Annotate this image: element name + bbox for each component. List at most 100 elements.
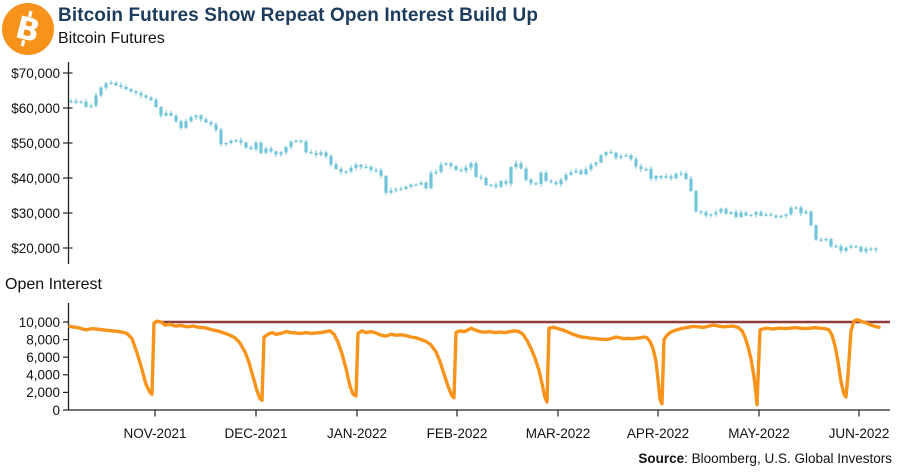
- candle-body: [139, 92, 143, 96]
- candle-body: [559, 179, 563, 185]
- candle-body: [194, 115, 198, 118]
- source-label: Source: [638, 451, 685, 466]
- candle-body: [204, 119, 208, 123]
- candle-body: [124, 87, 128, 90]
- open-interest-chart-title: Open Interest: [5, 276, 102, 293]
- axis-tick-label: $70,000: [11, 66, 60, 81]
- candle-body: [544, 172, 548, 181]
- candle-body: [799, 207, 803, 214]
- axis-tick-label: 0: [52, 403, 60, 418]
- candle-body: [264, 148, 268, 153]
- candle-body: [154, 99, 158, 107]
- candle-body: [174, 115, 178, 122]
- candle-body: [529, 179, 533, 184]
- candle-body: [239, 140, 243, 143]
- candle-body: [739, 212, 743, 217]
- axis-tick-label: NOV-2021: [123, 426, 186, 441]
- candle-body: [859, 246, 863, 252]
- source-attribution: Source: Bloomberg, U.S. Global Investors: [638, 451, 892, 466]
- candle-body: [169, 112, 173, 116]
- candle-body: [779, 215, 783, 218]
- candle-body: [639, 166, 643, 170]
- candle-body: [379, 170, 383, 176]
- candle-body: [354, 164, 358, 168]
- candle-body: [229, 140, 233, 143]
- axis-tick-label: FEB-2022: [427, 426, 488, 441]
- candle-body: [449, 163, 453, 167]
- candle-body: [269, 148, 273, 152]
- candle-body: [209, 122, 213, 125]
- candle-body: [724, 208, 728, 214]
- candle-body: [244, 142, 248, 148]
- candle-body: [389, 190, 393, 193]
- axis-tick-label: DEC-2021: [224, 426, 287, 441]
- axis-tick-label: 2,000: [26, 385, 60, 400]
- candle-body: [149, 97, 153, 100]
- open-interest-axes: 10,000 8,000 6,000 4,000 2,000 0: [19, 303, 890, 418]
- candle-body: [69, 101, 73, 103]
- candle-body: [609, 152, 613, 154]
- candle-body: [564, 174, 568, 180]
- month-axis: NOV-2021 DEC-2021 JAN-2022 FEB-2022 MAR-2022…: [123, 410, 889, 441]
- axis-tick-label: $50,000: [11, 136, 60, 151]
- candle-body: [364, 166, 368, 168]
- candle-body: [439, 164, 443, 173]
- candle-body: [804, 211, 808, 214]
- candle-body: [744, 212, 748, 216]
- candle-body: [599, 155, 603, 163]
- bitcoin-icon: B: [2, 3, 54, 55]
- candle-body: [649, 168, 653, 179]
- page-title: Bitcoin Futures Show Repeat Open Interes…: [58, 5, 539, 26]
- candle-body: [399, 188, 403, 191]
- candle-body: [679, 173, 683, 175]
- candle-body: [259, 142, 263, 153]
- candle-body: [494, 184, 498, 187]
- candle-body: [304, 141, 308, 153]
- candle-body: [854, 246, 858, 248]
- futures-y-axis: $70,000 $60,000 $50,000 $40,000 $30,000 $20,0…: [11, 62, 73, 264]
- candle-body: [784, 214, 788, 216]
- candle-body: [489, 184, 493, 186]
- candle-body: [869, 248, 873, 250]
- candle-body: [674, 173, 678, 179]
- axis-tick-label: $30,000: [11, 206, 60, 221]
- candle-body: [584, 169, 588, 175]
- candle-body: [179, 121, 183, 128]
- axis-tick-label: 4,000: [26, 368, 60, 383]
- candle-body: [524, 168, 528, 180]
- candle-body: [234, 140, 238, 142]
- candle-body: [644, 168, 648, 171]
- candle-body: [284, 146, 288, 153]
- candle-body: [299, 140, 303, 142]
- candle-body: [294, 140, 298, 142]
- candle-body: [549, 180, 553, 183]
- candle-body: [699, 211, 703, 213]
- candle-body: [359, 164, 363, 168]
- candle-body: [429, 173, 433, 189]
- axis-tick-label: JUN-2022: [829, 426, 890, 441]
- open-interest-line: [68, 318, 881, 407]
- candle-body: [414, 184, 418, 186]
- candle-body: [819, 239, 823, 241]
- candle-body: [444, 163, 448, 165]
- candle-body: [759, 212, 763, 216]
- candle-body: [434, 172, 438, 174]
- axis-tick-label: APR-2022: [627, 426, 689, 441]
- candle-body: [789, 207, 793, 215]
- candle-body: [504, 181, 508, 184]
- candle-body: [834, 246, 838, 248]
- candle-body: [769, 214, 773, 216]
- candle-body: [249, 147, 253, 150]
- axis-tick-label: $40,000: [11, 171, 60, 186]
- candle-body: [694, 190, 698, 212]
- candle-body: [534, 183, 538, 185]
- candle-body: [579, 170, 583, 175]
- candle-body: [164, 112, 168, 116]
- candle-body: [514, 163, 518, 168]
- candle-body: [479, 176, 483, 179]
- candle-body: [324, 152, 328, 157]
- axis-tick-label: JAN-2022: [327, 426, 387, 441]
- candle-body: [369, 166, 373, 170]
- candle-body: [454, 166, 458, 170]
- candle-body: [809, 211, 813, 226]
